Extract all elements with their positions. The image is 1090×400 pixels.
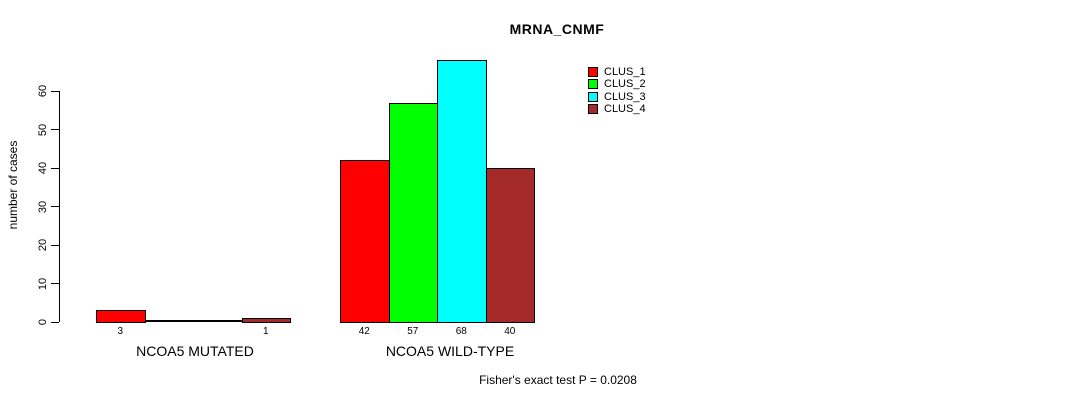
group-label-ncoa5-wild-type: NCOA5 WILD-TYPE xyxy=(385,343,515,359)
legend-item-label: CLUS_1 xyxy=(604,66,646,79)
bar-value-label: 68 xyxy=(455,326,467,337)
fisher-test-annotation: Fisher's exact test P = 0.0208 xyxy=(479,373,637,387)
legend-item-clus-4: CLUS_4 xyxy=(588,103,646,115)
y-tick-label: 60 xyxy=(37,84,49,98)
y-tick-label: 40 xyxy=(37,161,49,175)
y-tick-label: 30 xyxy=(37,200,49,213)
legend-swatch-clus-2 xyxy=(588,79,598,90)
y-tick-mark xyxy=(51,321,59,323)
y-axis-title: number of cases xyxy=(6,140,20,230)
y-tick-mark xyxy=(51,283,59,284)
bar-value-label: 40 xyxy=(504,326,516,337)
legend-swatch-clus-4 xyxy=(588,104,598,115)
legend-item-clus-1: CLUS_1 xyxy=(588,66,646,78)
y-tick-mark xyxy=(51,129,59,130)
y-axis-line xyxy=(59,91,60,322)
legend: CLUS_1 CLUS_2 CLUS_3 CLUS_4 xyxy=(588,66,646,115)
y-tick-label: 50 xyxy=(37,123,49,136)
y-tick-label: 10 xyxy=(37,277,49,290)
bar-clus-2-ncoa5-mutated xyxy=(144,320,193,322)
y-tick-label: 0 xyxy=(37,318,49,326)
bar-clus-4-ncoa5-wild-type xyxy=(485,168,535,323)
legend-swatch-clus-3 xyxy=(588,91,598,102)
bar-clus-2-ncoa5-wild-type xyxy=(388,102,438,323)
legend-item-label: CLUS_3 xyxy=(604,90,646,103)
legend-item-label: CLUS_2 xyxy=(604,78,646,91)
bar-value-label: 3 xyxy=(117,326,124,337)
legend-item-clus-3: CLUS_3 xyxy=(588,91,646,103)
y-tick-mark xyxy=(51,90,59,92)
legend-item-label: CLUS_4 xyxy=(604,103,646,116)
legend-item-clus-2: CLUS_2 xyxy=(588,78,646,90)
bar-value-label: 42 xyxy=(358,326,370,337)
bar-clus-3-ncoa5-wild-type xyxy=(437,60,487,323)
bar-value-label: 1 xyxy=(262,326,269,337)
group-label-ncoa5-mutated: NCOA5 MUTATED xyxy=(136,343,254,359)
y-tick-label: 20 xyxy=(37,238,49,252)
bar-clus-3-ncoa5-mutated xyxy=(193,320,242,322)
y-tick-mark xyxy=(51,167,59,169)
legend-swatch-clus-1 xyxy=(588,67,598,78)
bar-value-label: 57 xyxy=(407,326,419,337)
y-tick-mark xyxy=(51,206,59,207)
chart-title: MRNA_CNMF xyxy=(509,21,605,37)
bar-clus-1-ncoa5-mutated xyxy=(96,310,146,323)
bar-clus-4-ncoa5-mutated xyxy=(241,318,291,323)
bar-clus-1-ncoa5-wild-type xyxy=(340,160,390,323)
y-tick-mark xyxy=(51,244,59,246)
